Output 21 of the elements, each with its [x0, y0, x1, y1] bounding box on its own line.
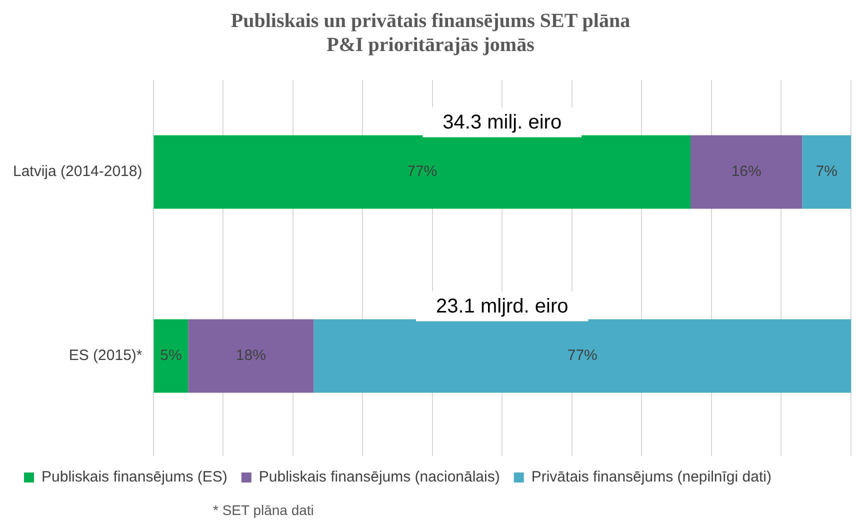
- legend-label: Publiskais finansējums (nacionālais): [258, 468, 500, 486]
- bar: [154, 319, 188, 393]
- bar: [690, 135, 802, 209]
- bar: [154, 135, 691, 209]
- data-label: 16%: [731, 163, 762, 180]
- bar: [188, 319, 314, 393]
- data-label: 18%: [236, 347, 266, 364]
- annotation: 23.1 mljrd. eiro: [436, 296, 568, 318]
- annotation: 34.3 milj. eiro: [442, 112, 562, 134]
- data-label: 5%: [160, 347, 182, 364]
- legend-label: Publiskais finansējums (ES): [42, 468, 228, 486]
- y-tick-label: ES (2015)*: [68, 347, 142, 364]
- text: * SET plāna dati: [213, 502, 314, 518]
- chart-title: Publiskais un privātais finansējums SET plāna P&I prioritārajās jomās: [230, 10, 630, 56]
- legend-label: Privātais finansējums (nepilnīgi dati): [531, 468, 772, 486]
- data-label: 77%: [407, 163, 438, 180]
- y-tick-label: Latvija (2014-2018): [12, 163, 142, 180]
- data-label: 7%: [816, 163, 838, 180]
- bar: [802, 135, 851, 209]
- data-label: 77%: [567, 347, 598, 364]
- bar: [314, 319, 851, 393]
